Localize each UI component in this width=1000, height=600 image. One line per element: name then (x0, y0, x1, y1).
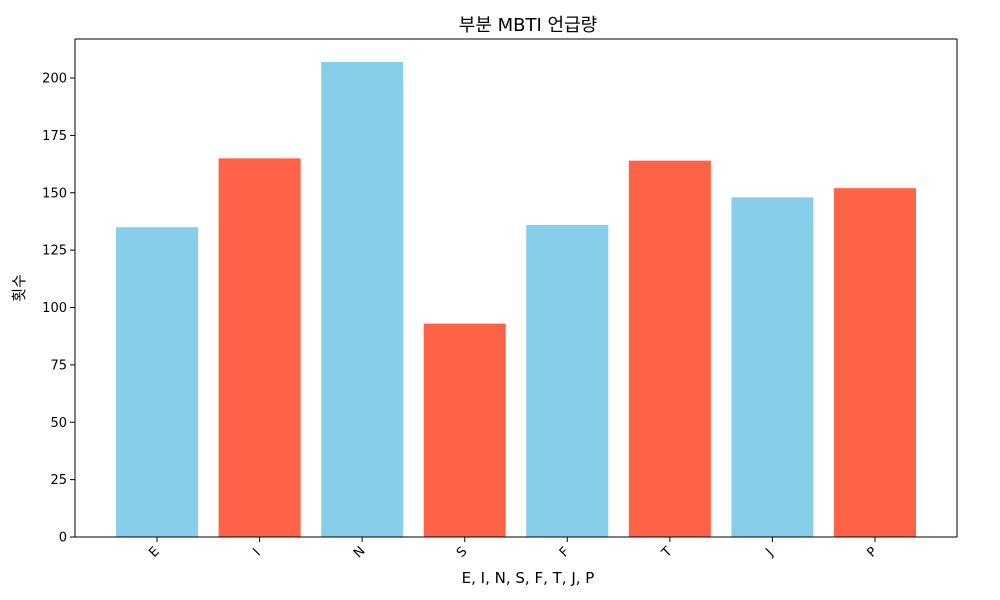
bar-T (628, 160, 711, 537)
bar-E (116, 227, 199, 537)
x-tick-label: I (250, 546, 263, 559)
y-tick-label: 150 (42, 186, 67, 201)
bar-S (423, 323, 506, 537)
bars-group (116, 61, 916, 538)
x-tick-label: E (146, 544, 162, 560)
bar-J (731, 197, 814, 538)
y-tick-label: 125 (42, 244, 67, 259)
y-tick-label: 0 (59, 531, 67, 546)
plot-frame (74, 38, 958, 538)
y-tick-label: 25 (50, 473, 67, 488)
y-tick-label: 175 (42, 129, 67, 144)
y-axis-label: 횟수 (10, 274, 28, 302)
y-tick-label: 75 (50, 358, 67, 373)
y-axis-ticks: 0 25 50 75 100 125 150 175 200 (42, 72, 75, 546)
x-tick-label: J (763, 546, 777, 560)
bar-N (321, 61, 404, 537)
x-axis-label: E, I, N, S, F, T, J, P (462, 569, 595, 587)
y-tick-label: 50 (50, 416, 67, 431)
y-tick-label: 100 (42, 301, 67, 316)
chart-title: 부분 MBTI 언급량 (459, 15, 597, 36)
x-tick-label: N (351, 544, 368, 561)
x-tick-label: F (557, 545, 573, 561)
x-tick-label: S (454, 544, 470, 560)
x-tick-label: P (864, 544, 880, 560)
bar-P (833, 188, 916, 537)
x-tick-label: T (659, 544, 676, 561)
bar-I (218, 158, 301, 537)
y-tick-label: 200 (42, 72, 67, 87)
bar-F (526, 224, 609, 537)
